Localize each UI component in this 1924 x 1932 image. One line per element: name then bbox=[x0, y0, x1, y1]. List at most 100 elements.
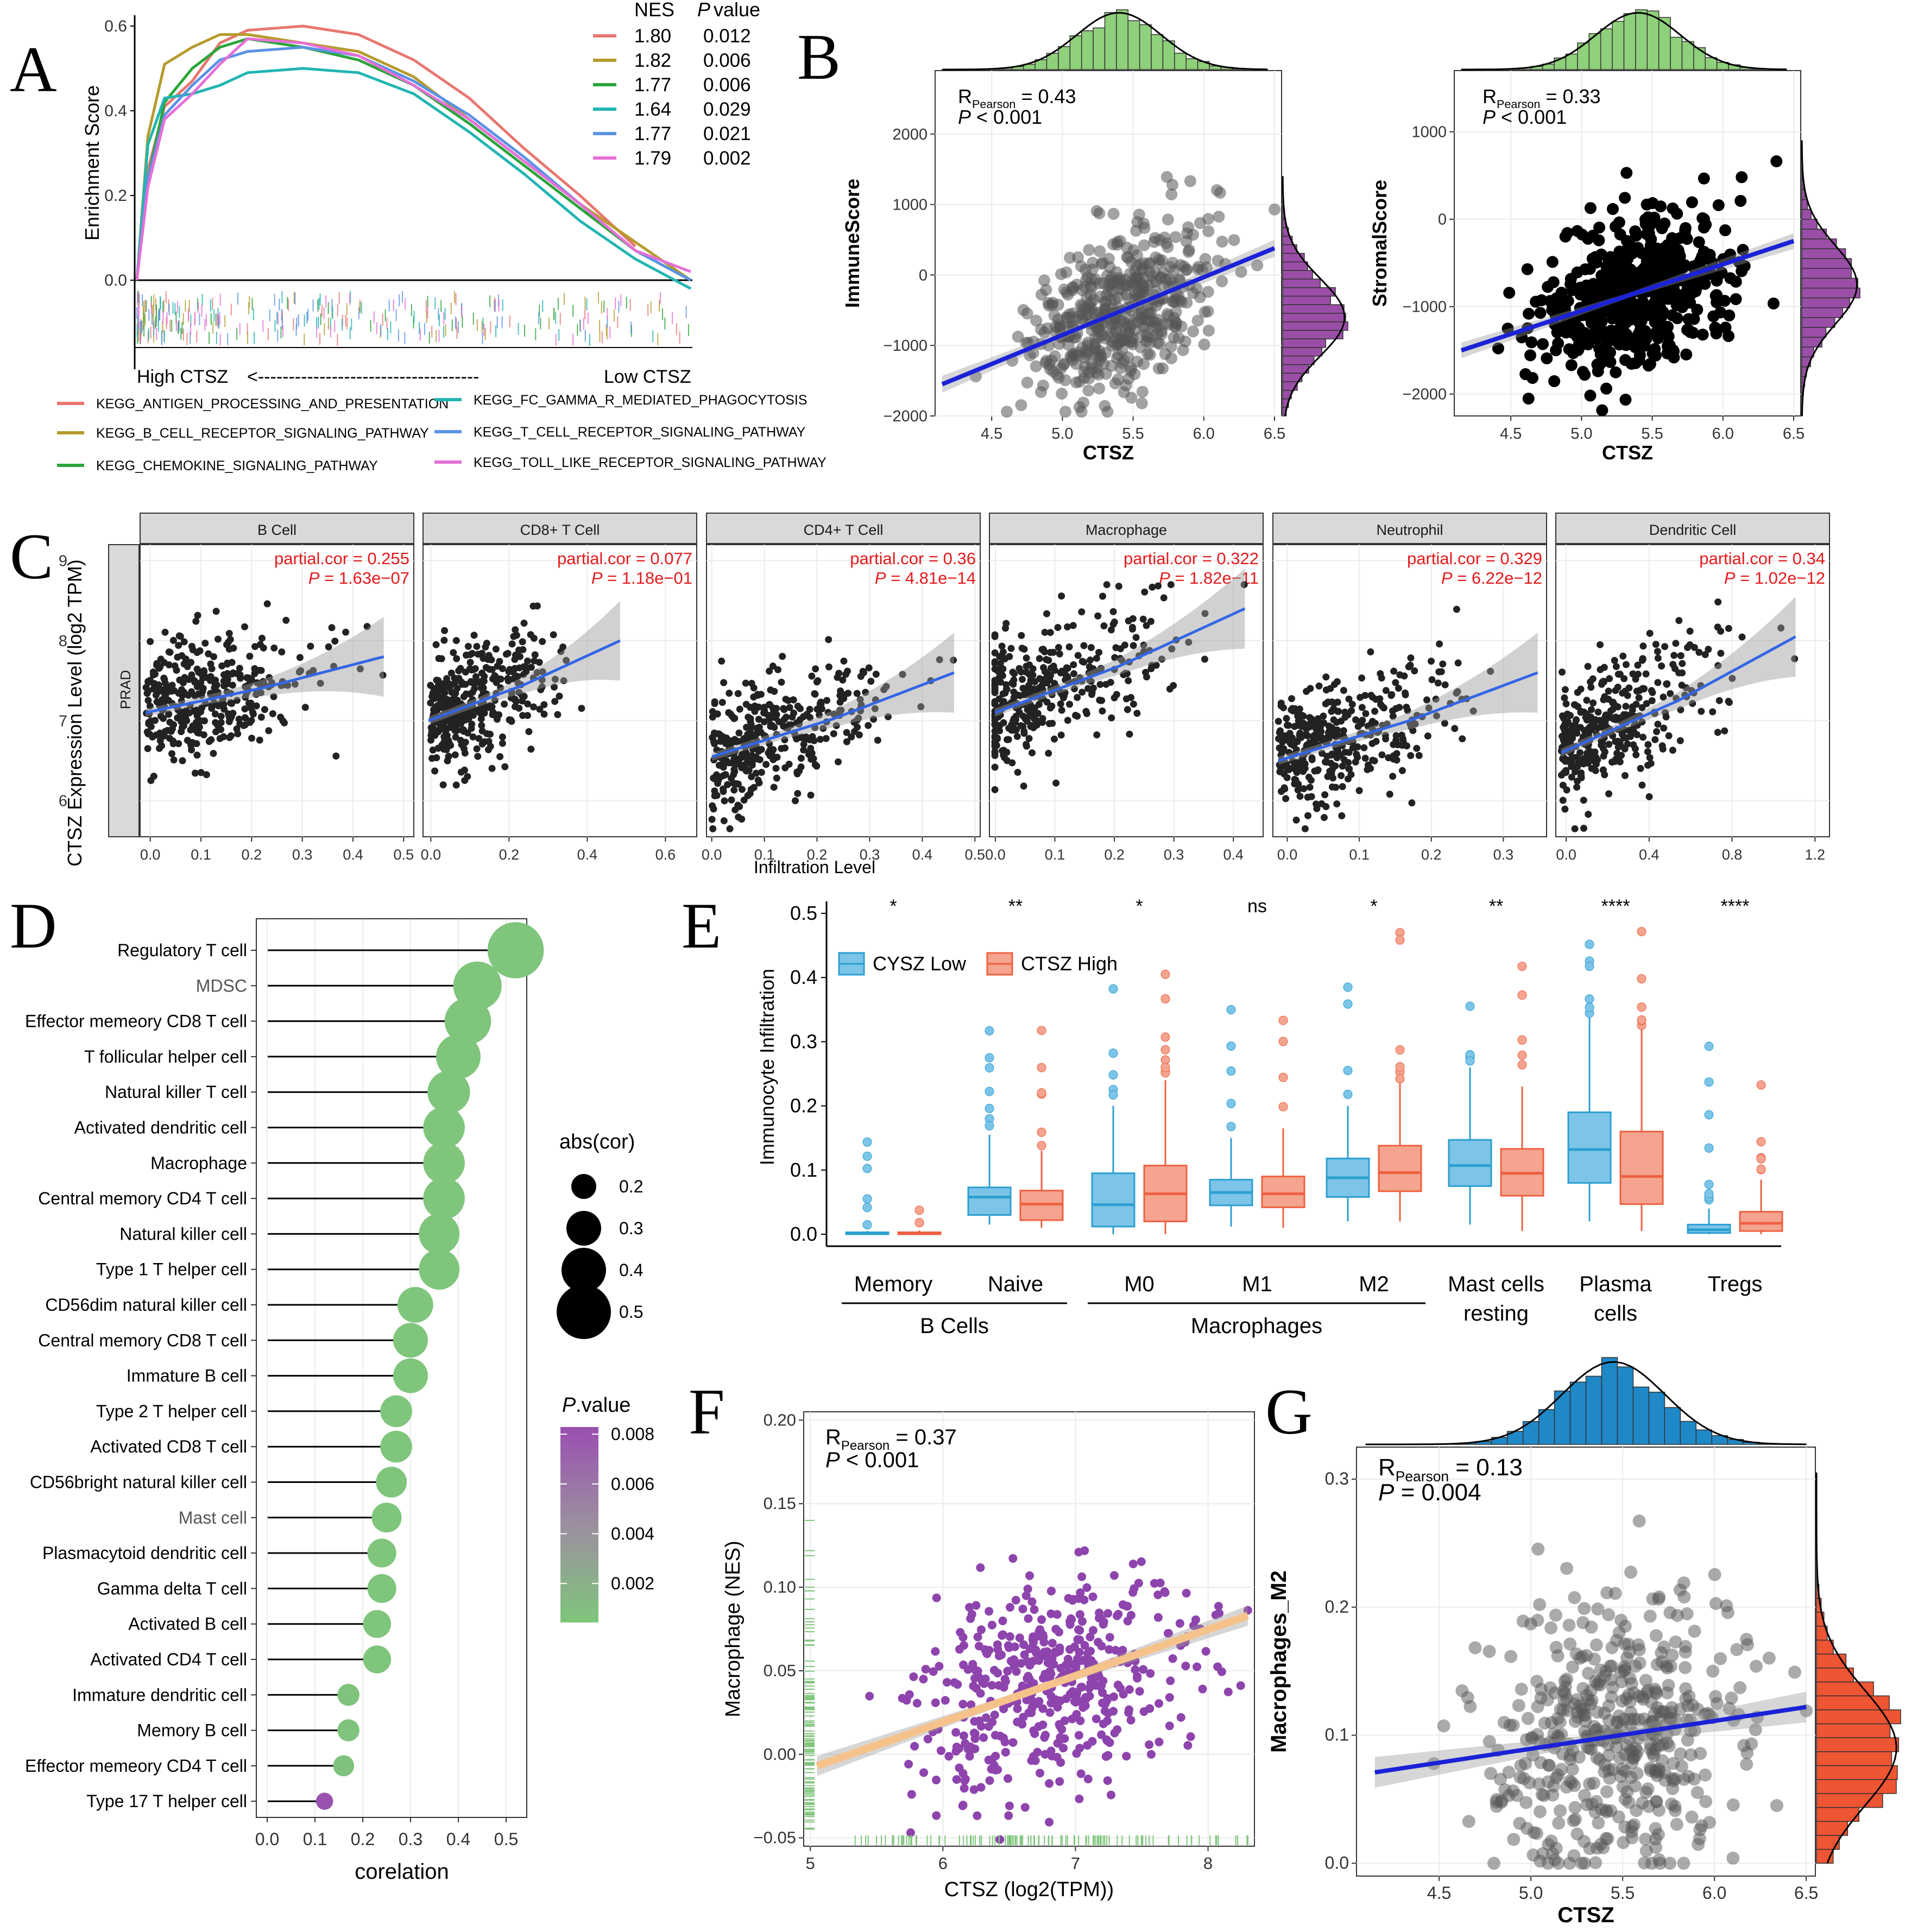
b2-top-hist-bar bbox=[1647, 11, 1658, 70]
panel-c-point bbox=[719, 699, 726, 706]
panel-c-point bbox=[427, 732, 434, 739]
b2-point bbox=[1643, 359, 1655, 371]
panelF-point bbox=[1021, 1803, 1030, 1811]
panel-c-point bbox=[452, 690, 459, 697]
panel-c-point bbox=[342, 629, 349, 636]
panel-c-point bbox=[1039, 681, 1046, 689]
panelF-point bbox=[1019, 1605, 1027, 1613]
panel-c-point bbox=[158, 742, 165, 749]
panel-c-point bbox=[281, 719, 288, 727]
panel-c-point bbox=[1428, 658, 1435, 665]
panelF-point bbox=[1037, 1615, 1046, 1624]
panel-e-outlier bbox=[1757, 1154, 1765, 1163]
panel-c-point bbox=[440, 637, 447, 644]
b2-top-hist-bar bbox=[1670, 37, 1682, 70]
panel-e-boxplot: Immunocyte Infiltration 0.00.10.20.30.40… bbox=[756, 896, 1782, 1338]
panel-a-legend-label: KEGG_ANTIGEN_PROCESSING_AND_PRESENTATION bbox=[96, 396, 449, 412]
b2-point bbox=[1671, 312, 1683, 324]
panel-c-point bbox=[147, 638, 154, 645]
panel-c-point bbox=[1362, 710, 1369, 717]
panel-a-pathway-legend: KEGG_ANTIGEN_PROCESSING_AND_PRESENTATION… bbox=[57, 393, 827, 473]
panel-c-point bbox=[1738, 634, 1745, 641]
panelF-point bbox=[1055, 1644, 1064, 1652]
panel-c-point bbox=[1051, 736, 1058, 743]
panel-c-point bbox=[540, 701, 547, 708]
panel-d-point bbox=[363, 1610, 391, 1638]
panel-c-point bbox=[1043, 610, 1050, 617]
panelF-point bbox=[1133, 1672, 1141, 1681]
panelF-point bbox=[1122, 1752, 1131, 1760]
panel-e-outlier bbox=[1037, 1063, 1046, 1072]
panel-c-point bbox=[1029, 749, 1036, 756]
panelF-point bbox=[1040, 1750, 1049, 1759]
panel-e-outlier bbox=[1637, 974, 1646, 983]
panel-c-point bbox=[1201, 656, 1208, 663]
panel-c-xtick-label: 0.5 bbox=[394, 847, 414, 863]
panel-c-facet-title: CD8+ T Cell bbox=[520, 522, 600, 538]
panel-c-point bbox=[1716, 697, 1723, 704]
panel-c-point bbox=[1276, 729, 1283, 736]
panelF-point bbox=[1109, 1693, 1118, 1701]
panel-c-point bbox=[1288, 695, 1295, 702]
panelF-point bbox=[966, 1742, 975, 1751]
b2-top-hist-bar bbox=[1624, 14, 1635, 70]
panel-c-partial-cor: partial.cor = 0.34 bbox=[1699, 549, 1825, 568]
panel-c-point bbox=[1451, 725, 1458, 732]
panel-c-point bbox=[1281, 784, 1288, 791]
panel-c-point bbox=[1089, 689, 1096, 696]
panel-c-point bbox=[1112, 644, 1119, 651]
b1-xtick-label: 6.0 bbox=[1193, 425, 1215, 443]
panel-c-point bbox=[1036, 655, 1043, 662]
panel-c-point bbox=[792, 797, 799, 804]
panel-e-box-high bbox=[1620, 927, 1663, 1231]
panel-c-point bbox=[747, 790, 754, 797]
panel-c-point bbox=[1655, 655, 1662, 662]
b2-point bbox=[1629, 341, 1641, 353]
panel-c-point bbox=[1102, 681, 1109, 688]
panel-c-point bbox=[282, 617, 289, 624]
panel-c-point bbox=[834, 674, 841, 681]
panel-c-point bbox=[153, 662, 160, 669]
panel-c-point bbox=[178, 728, 185, 735]
panel-c-point bbox=[460, 728, 467, 735]
panel-c-point bbox=[453, 781, 460, 788]
panel-c-point bbox=[785, 697, 792, 704]
panel-c-point bbox=[504, 675, 512, 682]
panelF-xtick-label: 8 bbox=[1203, 1854, 1213, 1873]
b2-point bbox=[1656, 222, 1668, 234]
b2-point bbox=[1684, 326, 1696, 338]
panel-e-boxes: ****ns*********** bbox=[846, 896, 1782, 1234]
panelF-point bbox=[910, 1742, 919, 1751]
b1-point bbox=[1070, 376, 1082, 388]
b1-point bbox=[1131, 216, 1143, 228]
panel-c-point bbox=[152, 717, 159, 724]
b2-right-hist-bar bbox=[1802, 278, 1858, 288]
panel-e-category-label: Plasma bbox=[1579, 1272, 1652, 1296]
b2-point bbox=[1522, 263, 1534, 275]
panel-d-category-label: T follicular helper cell bbox=[84, 1047, 247, 1066]
panel-c-point bbox=[733, 780, 740, 787]
b2-right-hist-bar bbox=[1802, 258, 1851, 268]
b1-ylabel: ImmuneScore bbox=[841, 179, 863, 308]
panel-c-point bbox=[1654, 648, 1661, 655]
panelF-point bbox=[1154, 1613, 1163, 1622]
b2-point bbox=[1541, 352, 1553, 364]
panelF-point bbox=[1030, 1729, 1039, 1738]
panel-e-box-high bbox=[898, 1206, 941, 1234]
panel-c-xtick-label: 0.4 bbox=[1223, 847, 1244, 863]
panel-c-point bbox=[745, 714, 752, 721]
b1-ytick-label: 2000 bbox=[892, 126, 928, 143]
panel-c-point bbox=[780, 706, 787, 713]
panel-c-point bbox=[1346, 696, 1353, 703]
panel-e-outlier bbox=[1585, 962, 1594, 971]
panel-c-point bbox=[445, 753, 452, 760]
panel-c-point bbox=[1678, 681, 1685, 689]
panel-a-ylabel: Enrichment Score bbox=[81, 85, 103, 241]
panel-c-point bbox=[1666, 733, 1673, 740]
panel-c-point bbox=[1025, 682, 1032, 689]
panel-c-point bbox=[1328, 708, 1335, 715]
panel-c-point bbox=[218, 713, 225, 720]
panel-e-outlier bbox=[1466, 1057, 1474, 1065]
panel-c-point bbox=[201, 640, 209, 647]
panel-c-point bbox=[491, 675, 498, 683]
